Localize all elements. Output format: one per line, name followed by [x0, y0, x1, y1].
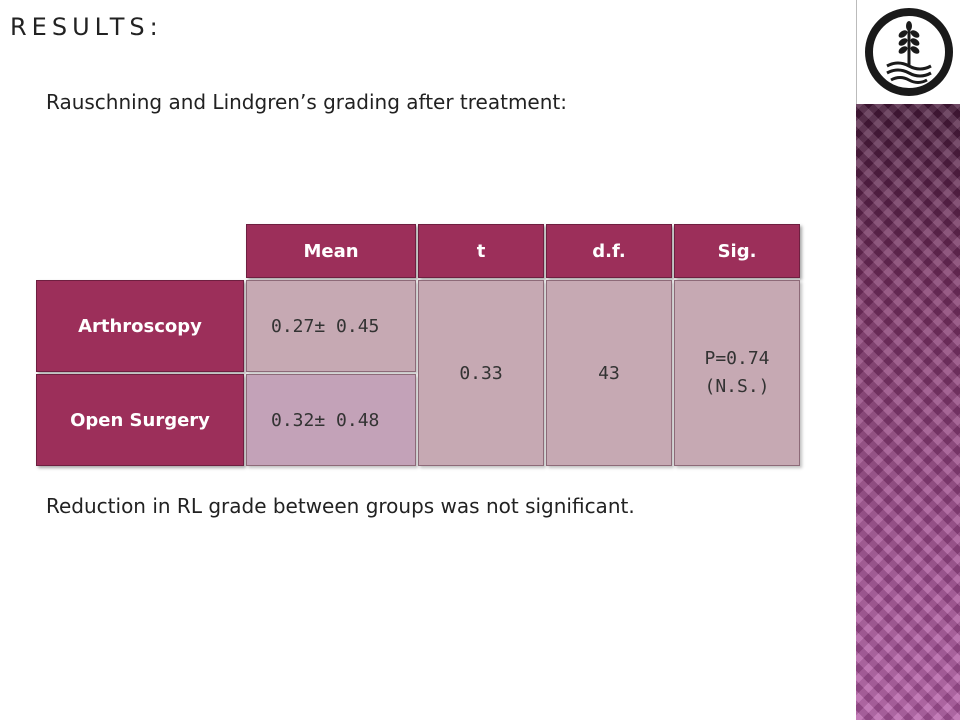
df-value: 43	[546, 280, 672, 466]
header-mean: Mean	[246, 224, 416, 278]
wheat-emblem-icon	[865, 8, 953, 96]
results-table: Mean t d.f. Sig. Arthroscopy Open Surger…	[36, 224, 800, 466]
t-value: 0.33	[418, 280, 544, 466]
decorative-side-panel	[856, 0, 960, 720]
sig-p-value: P=0.74	[704, 348, 770, 369]
sig-ns-label: (N.S.)	[704, 376, 770, 397]
header-sig: Sig.	[674, 224, 800, 278]
slide-title: RESULTS:	[10, 13, 163, 41]
header-df: d.f.	[546, 224, 672, 278]
diamond-pattern	[856, 104, 960, 720]
mean-open-surgery: 0.32± 0.48	[246, 374, 416, 466]
slide-subtitle: Rauschning and Lindgren’s grading after …	[46, 90, 567, 114]
slide-footnote: Reduction in RL grade between groups was…	[46, 494, 635, 518]
row-label-arthroscopy: Arthroscopy	[36, 280, 244, 372]
sig-value: P=0.74 (N.S.)	[674, 280, 800, 466]
row-label-open-surgery: Open Surgery	[36, 374, 244, 466]
logo	[856, 0, 960, 104]
mean-arthroscopy: 0.27± 0.45	[246, 280, 416, 372]
header-t: t	[418, 224, 544, 278]
